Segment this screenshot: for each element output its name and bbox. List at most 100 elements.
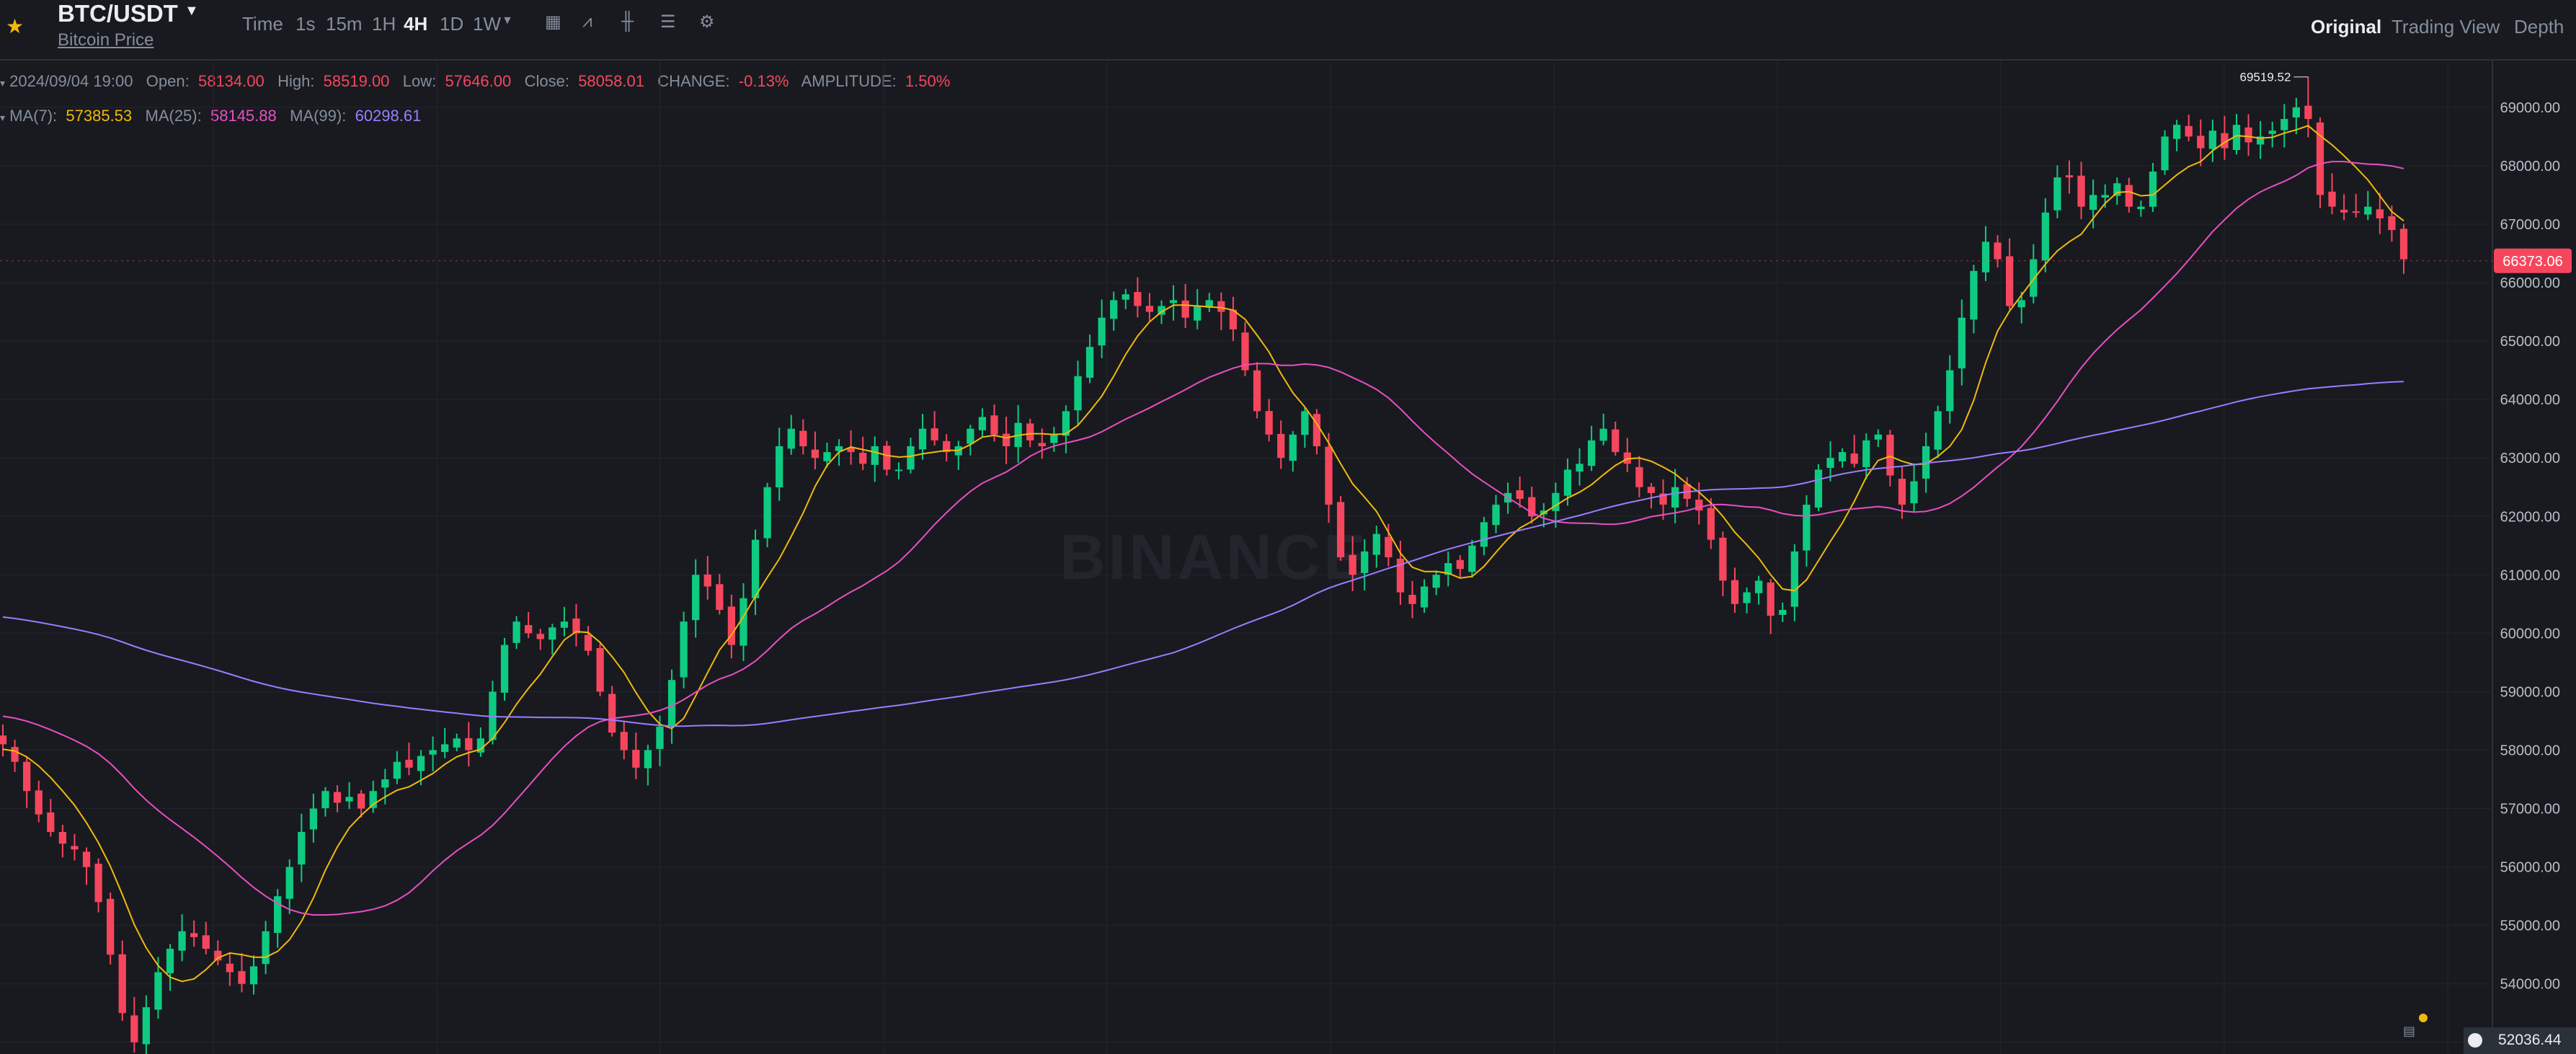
candle-body [82, 851, 91, 867]
candle-body [811, 449, 820, 459]
interval-time[interactable]: Time [242, 13, 283, 35]
candle-body [1635, 466, 1643, 487]
candle-body [2101, 195, 2109, 198]
candle-body [667, 680, 676, 726]
collapse-chevron-icon[interactable]: ▾ [0, 77, 6, 89]
candle-body [1587, 440, 1596, 466]
chevron-down-icon[interactable]: ▼ [185, 3, 199, 19]
candle-body [1480, 522, 1488, 547]
candle-body [2065, 175, 2074, 178]
candle-body [405, 759, 413, 768]
candle-body [787, 428, 795, 449]
candle-body [94, 864, 102, 903]
candle-body [1958, 317, 1966, 368]
candle-body [727, 606, 736, 645]
candle-body [1085, 347, 1094, 378]
collapse-chevron-icon[interactable]: ▾ [0, 112, 6, 123]
layout-icon[interactable]: ☰ [660, 12, 676, 32]
interval-1d[interactable]: 1D [440, 13, 464, 35]
y-tick-label: 66000.00 [2500, 275, 2560, 291]
candle-body [2137, 206, 2145, 210]
candle-body [1934, 411, 1942, 450]
interval-dropdown-icon[interactable]: ▼ [502, 14, 513, 27]
candle-body [1134, 292, 1142, 306]
candle-body [2172, 125, 2181, 139]
candle-body [2041, 212, 2049, 261]
candle-body [476, 738, 485, 753]
low-value: 57646.00 [445, 72, 512, 90]
candle-body [1970, 270, 1978, 320]
interval-15m[interactable]: 15m [326, 13, 363, 35]
timezone-icon[interactable]: ▤ [2403, 1024, 2416, 1038]
candle-body [1145, 306, 1154, 312]
candle-body [823, 452, 831, 461]
y-tick-label: 56000.00 [2500, 860, 2560, 876]
interval-1s[interactable]: 1s [296, 13, 316, 35]
candle-body [298, 831, 306, 865]
open-label: Open: [146, 72, 190, 90]
close-value: 58058.01 [578, 72, 644, 90]
candle-body [1898, 479, 1906, 505]
candlestick-chart[interactable]: 53000.0054000.0055000.0056000.0057000.00… [0, 61, 2576, 1054]
candle-body [2125, 185, 2133, 207]
candle-body [1779, 609, 1787, 615]
y-tick-label: 61000.00 [2500, 567, 2560, 583]
interval-1w[interactable]: 1W [473, 13, 501, 35]
y-tick-label: 65000.00 [2500, 334, 2560, 350]
candle-body [799, 430, 807, 446]
candle-body [58, 831, 66, 844]
candle-body [525, 625, 533, 634]
settings-gear-icon[interactable]: ⚙ [699, 12, 715, 32]
interval-4h[interactable]: 4H [404, 13, 428, 35]
candle-body [608, 694, 616, 733]
candle-body [1026, 423, 1034, 440]
candle-body [47, 812, 55, 832]
candle-body [1492, 505, 1500, 526]
tab-trading-view[interactable]: Trading View [2391, 16, 2500, 37]
tab-original[interactable]: Original [2311, 16, 2382, 37]
high-label: High: [277, 72, 315, 90]
candle-body [596, 647, 604, 692]
y-tick-label: 63000.00 [2500, 451, 2560, 466]
calendar-icon[interactable]: ▦ [545, 12, 561, 32]
favorite-star-icon[interactable]: ★ [6, 15, 25, 37]
y-tick-label: 67000.00 [2500, 217, 2560, 233]
candle-body [692, 575, 700, 621]
ma25-label: MA(25): [145, 107, 202, 125]
candle-body [23, 761, 31, 792]
candle-body [429, 750, 437, 755]
candle-body [118, 954, 126, 1014]
candle-body [847, 447, 855, 453]
last-price-tag [2494, 248, 2572, 273]
chart-type-icon[interactable]: ╫ [621, 12, 634, 31]
candle-body [1110, 300, 1118, 319]
candle-body [1253, 370, 1261, 412]
crosshair-icon[interactable] [2468, 1033, 2482, 1048]
candle-body [1647, 487, 1656, 493]
candle-body [2292, 107, 2300, 118]
candle-body [1289, 434, 1297, 461]
candle-body [2316, 122, 2324, 195]
candle-body [1767, 582, 1775, 616]
candle-body [2089, 195, 2097, 211]
candle-body [644, 750, 652, 769]
candle-body [2232, 125, 2241, 151]
candle-body [512, 621, 520, 643]
candle-body [249, 966, 258, 985]
candle-body [1981, 242, 1990, 273]
indicator-icon[interactable]: ⩘ [582, 12, 592, 31]
candle-body [11, 747, 19, 762]
candle-body [0, 735, 7, 745]
candle-body [1420, 586, 1429, 608]
change-value: -0.13% [738, 72, 789, 90]
candle-body [1158, 306, 1165, 315]
interval-1h[interactable]: 1H [372, 13, 396, 35]
ma-line-99 [2, 381, 2404, 727]
symbol-selector[interactable]: BTC/USDT [58, 0, 178, 27]
tab-depth[interactable]: Depth [2514, 16, 2564, 37]
ma-line-7 [2, 125, 2404, 983]
candle-body [2256, 136, 2265, 145]
candle-body [2221, 133, 2229, 149]
candle-body [226, 963, 234, 973]
subtitle-link[interactable]: Bitcoin Price [58, 30, 154, 50]
